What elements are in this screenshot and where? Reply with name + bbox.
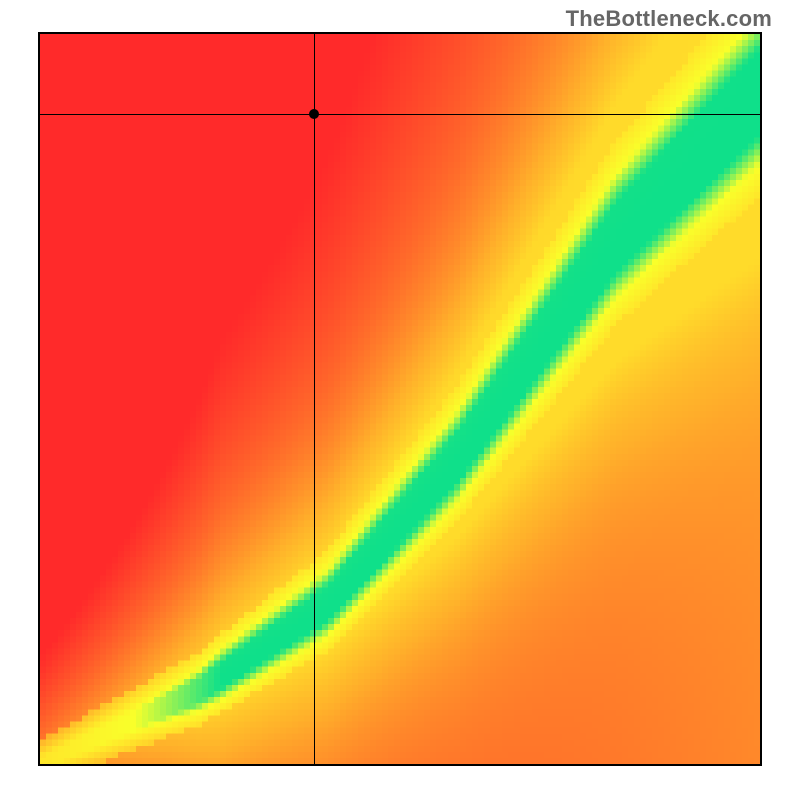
heatmap-plot (38, 32, 762, 766)
crosshair-horizontal (40, 114, 760, 115)
heatmap-canvas (40, 34, 760, 764)
crosshair-marker (309, 109, 319, 119)
watermark-text: TheBottleneck.com (566, 6, 772, 32)
crosshair-vertical (314, 34, 315, 764)
